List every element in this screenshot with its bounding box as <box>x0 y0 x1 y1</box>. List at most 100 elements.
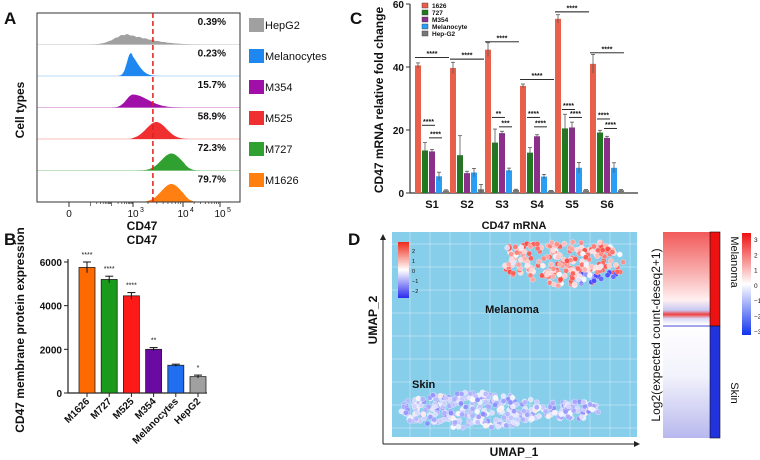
significance-label: **** <box>567 5 578 12</box>
cluster-label-skin: Skin <box>412 379 436 391</box>
percent-label: 0.23% <box>198 49 226 60</box>
scatter-point-skin <box>534 399 540 405</box>
scatter-point-skin <box>469 406 476 412</box>
scatter-point-melanoma <box>514 249 520 256</box>
scatter-point-skin <box>572 398 578 405</box>
scatter-point-skin <box>493 416 499 423</box>
legend-label: M354 <box>265 82 293 94</box>
scatter-point-skin <box>441 400 448 406</box>
bar-m354 <box>145 348 163 394</box>
y-tick-label: 20 <box>393 126 405 137</box>
group-bar-skin <box>709 325 721 439</box>
plot-frame <box>36 12 241 203</box>
scatter-point-melanoma <box>582 254 589 260</box>
scatter-point-skin <box>448 410 454 416</box>
scatter-point-melanoma <box>550 266 557 272</box>
significance-label: **** <box>563 103 574 110</box>
scatter-point-skin <box>430 392 436 398</box>
scatter-point-skin <box>475 414 482 420</box>
bar-m525 <box>123 295 140 394</box>
bar-m1626 <box>78 267 96 394</box>
colorbar-tick-label: −2 <box>754 314 760 321</box>
scatter-point-melanoma <box>556 271 563 278</box>
scatter-point-melanoma <box>527 272 534 279</box>
scatter-point-melanoma <box>528 255 534 262</box>
scatter-point-skin <box>507 399 514 406</box>
scatter-point-skin <box>466 418 472 424</box>
scatter-point-melanoma <box>522 255 528 262</box>
legend-swatch <box>421 23 429 30</box>
percent-label: 15.7% <box>198 80 226 91</box>
significance-label: **** <box>423 119 434 126</box>
scatter-point-skin <box>570 407 577 414</box>
significance-label: **** <box>427 51 438 58</box>
scatter-point-skin <box>469 396 476 403</box>
bar-melanocyte <box>506 170 512 193</box>
scatter-point-melanoma <box>599 247 606 253</box>
scatter-point-skin <box>520 416 526 423</box>
histogram-melanocytes <box>37 53 240 76</box>
legend-swatch <box>421 30 429 37</box>
protein-bar-panel: CD47 CD47 membrane protein expression 0 2… <box>13 227 207 447</box>
x-tick-label: S5 <box>565 199 578 211</box>
significance-label: ** <box>496 111 502 118</box>
y-tick-label: 40 <box>393 63 405 74</box>
arrow-head <box>380 234 386 240</box>
scatter-point-melanoma <box>596 264 603 271</box>
scatter-point-skin <box>488 424 495 430</box>
scatter-point-melanoma <box>569 246 575 252</box>
colorbar-tick-label: 0 <box>412 269 415 275</box>
scatter-point-skin <box>536 413 542 419</box>
bar-m354 <box>429 151 435 193</box>
bar-727 <box>422 150 428 193</box>
scatter-point-skin <box>482 399 489 405</box>
colorbar-tick-label: 1 <box>754 268 758 275</box>
bar-727 <box>492 142 498 193</box>
y-tick-label: 0 <box>56 389 62 400</box>
bar-727 <box>527 152 533 193</box>
legend-label: Melanocytes <box>265 51 327 63</box>
bar-hepg2 <box>189 376 207 394</box>
significance-label: **** <box>430 131 441 138</box>
scatter-point-skin <box>437 393 444 399</box>
scatter-point-melanoma <box>555 282 562 289</box>
scatter-point-skin <box>411 403 418 409</box>
mrna-bar-panel: CD47 mRNA relative fold change 0 20 40 60 S1… <box>372 0 638 211</box>
bar-m354 <box>604 137 610 193</box>
scatter-point-melanoma <box>570 239 576 245</box>
colorbar-tick-label: 0 <box>754 283 758 290</box>
scatter-point-skin <box>501 414 507 421</box>
bar-1626 <box>450 67 456 193</box>
histogram-m1626 <box>37 184 240 202</box>
significance-label: **** <box>497 35 508 42</box>
legend-label: HepG2 <box>265 20 300 32</box>
bar-1626 <box>555 18 561 194</box>
y-tick-label: 60 <box>393 0 405 11</box>
legend-swatch <box>249 80 264 94</box>
scatter-point-skin <box>504 411 511 417</box>
scatter-point-melanoma <box>581 266 588 273</box>
panel-label-a: A <box>4 9 16 28</box>
scatter-point-skin <box>455 424 462 430</box>
x-tick-label: S6 <box>600 199 613 211</box>
scatter-point-skin <box>420 411 427 417</box>
y-axis-label: CD47 mRNA relative fold change <box>372 7 386 194</box>
scatter-point-skin <box>500 393 507 399</box>
scatter-point-skin <box>547 404 553 410</box>
scatter-point-melanoma <box>512 244 519 250</box>
scatter-point-skin <box>474 397 481 403</box>
bar-1626 <box>520 85 526 193</box>
scatter-point-skin <box>503 422 509 429</box>
bar-m354 <box>534 136 540 193</box>
panel-label-b: B <box>4 230 16 249</box>
legend-label: Melanocyte <box>432 24 468 31</box>
scatter-point-skin <box>562 408 569 415</box>
scatter-point-melanoma <box>564 258 570 264</box>
scatter-point-melanoma <box>620 259 626 265</box>
bar-m354 <box>499 133 505 193</box>
scatter-point-melanoma <box>536 258 542 265</box>
panel-label-c: C <box>350 9 362 28</box>
scatter-point-melanoma <box>557 261 563 268</box>
scatter-point-skin <box>579 414 585 420</box>
colorbar-tick-label: 2 <box>754 252 758 259</box>
